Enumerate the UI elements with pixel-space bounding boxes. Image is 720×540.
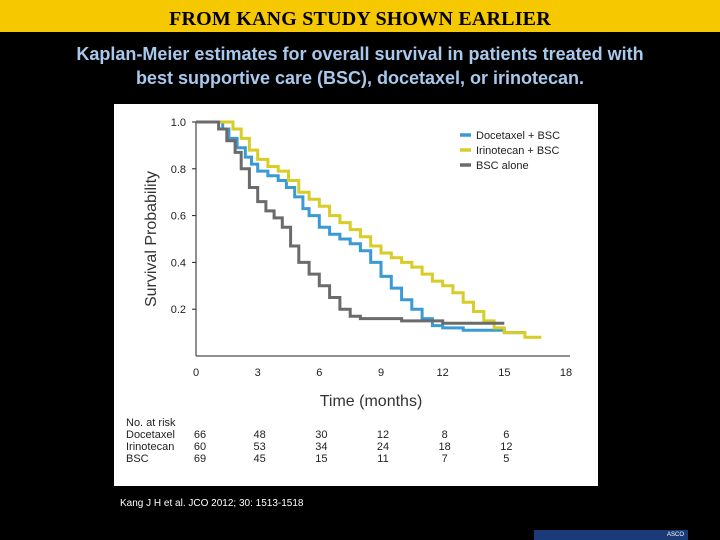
risk-count: 24 xyxy=(377,441,389,453)
x-tick-label: 9 xyxy=(378,367,384,379)
risk-count: 5 xyxy=(503,453,509,465)
citation: Kang J H et al. JCO 2012; 30: 1513-1518 xyxy=(120,498,304,509)
risk-row-label: Irinotecan xyxy=(126,441,174,453)
x-tick-label: 6 xyxy=(316,367,322,379)
title-banner: FROM KANG STUDY SHOWN EARLIER xyxy=(0,0,720,32)
risk-count: 12 xyxy=(500,441,512,453)
risk-row-label: Docetaxel xyxy=(126,429,175,441)
legend-label: Irinotecan + BSC xyxy=(476,145,560,157)
x-tick-label: 18 xyxy=(560,367,572,379)
risk-count: 48 xyxy=(254,429,266,441)
slide-subtitle: Kaplan-Meier estimates for overall survi… xyxy=(20,42,700,90)
risk-row-label: BSC xyxy=(126,453,149,465)
y-tick-label: 0.6 xyxy=(171,211,186,223)
risk-count: 45 xyxy=(254,453,266,465)
x-tick-label: 12 xyxy=(437,367,449,379)
risk-count: 66 xyxy=(194,429,206,441)
survival-figure: 1.0 0.8 0.6 0.4 0.2 0 3 6 9 12 15 18 Time (months) Su… xyxy=(114,104,598,486)
y-tick-label: 0.8 xyxy=(171,164,186,176)
risk-count: 6 xyxy=(503,429,509,441)
x-tick-label: 0 xyxy=(193,367,199,379)
x-axis-label: Time (months) xyxy=(320,393,423,410)
risk-count: 34 xyxy=(315,441,327,453)
y-axis-label: Survival Probability xyxy=(143,171,160,307)
risk-count: 12 xyxy=(377,429,389,441)
y-tick-label: 0.4 xyxy=(171,257,186,269)
risk-count: 30 xyxy=(315,429,327,441)
risk-count: 53 xyxy=(254,441,266,453)
subtitle-line-1: Kaplan-Meier estimates for overall survi… xyxy=(76,44,644,64)
legend-label: Docetaxel + BSC xyxy=(476,130,560,142)
y-tick-label: 1.0 xyxy=(171,117,186,129)
x-tick-label: 15 xyxy=(498,367,510,379)
logo-text: ASCO xyxy=(666,532,684,538)
risk-count: 60 xyxy=(194,441,206,453)
risk-count: 11 xyxy=(377,453,388,465)
publisher-logo: ASCO xyxy=(534,530,688,540)
survival-curve-2 xyxy=(196,120,505,325)
x-tick-label: 3 xyxy=(255,367,261,379)
risk-count: 15 xyxy=(315,453,327,465)
risk-count: 7 xyxy=(442,453,448,465)
survival-curve-0 xyxy=(196,120,525,335)
survival-curve-1 xyxy=(196,120,542,339)
slide-title: FROM KANG STUDY SHOWN EARLIER xyxy=(169,8,551,30)
y-tick-label: 0.2 xyxy=(171,304,186,316)
risk-count: 69 xyxy=(194,453,206,465)
subtitle-line-2: best supportive care (BSC), docetaxel, o… xyxy=(135,68,585,88)
risk-count: 18 xyxy=(439,441,451,453)
risk-count: 8 xyxy=(442,429,448,441)
legend-label: BSC alone xyxy=(476,160,529,172)
risk-table-title: No. at risk xyxy=(126,417,176,429)
